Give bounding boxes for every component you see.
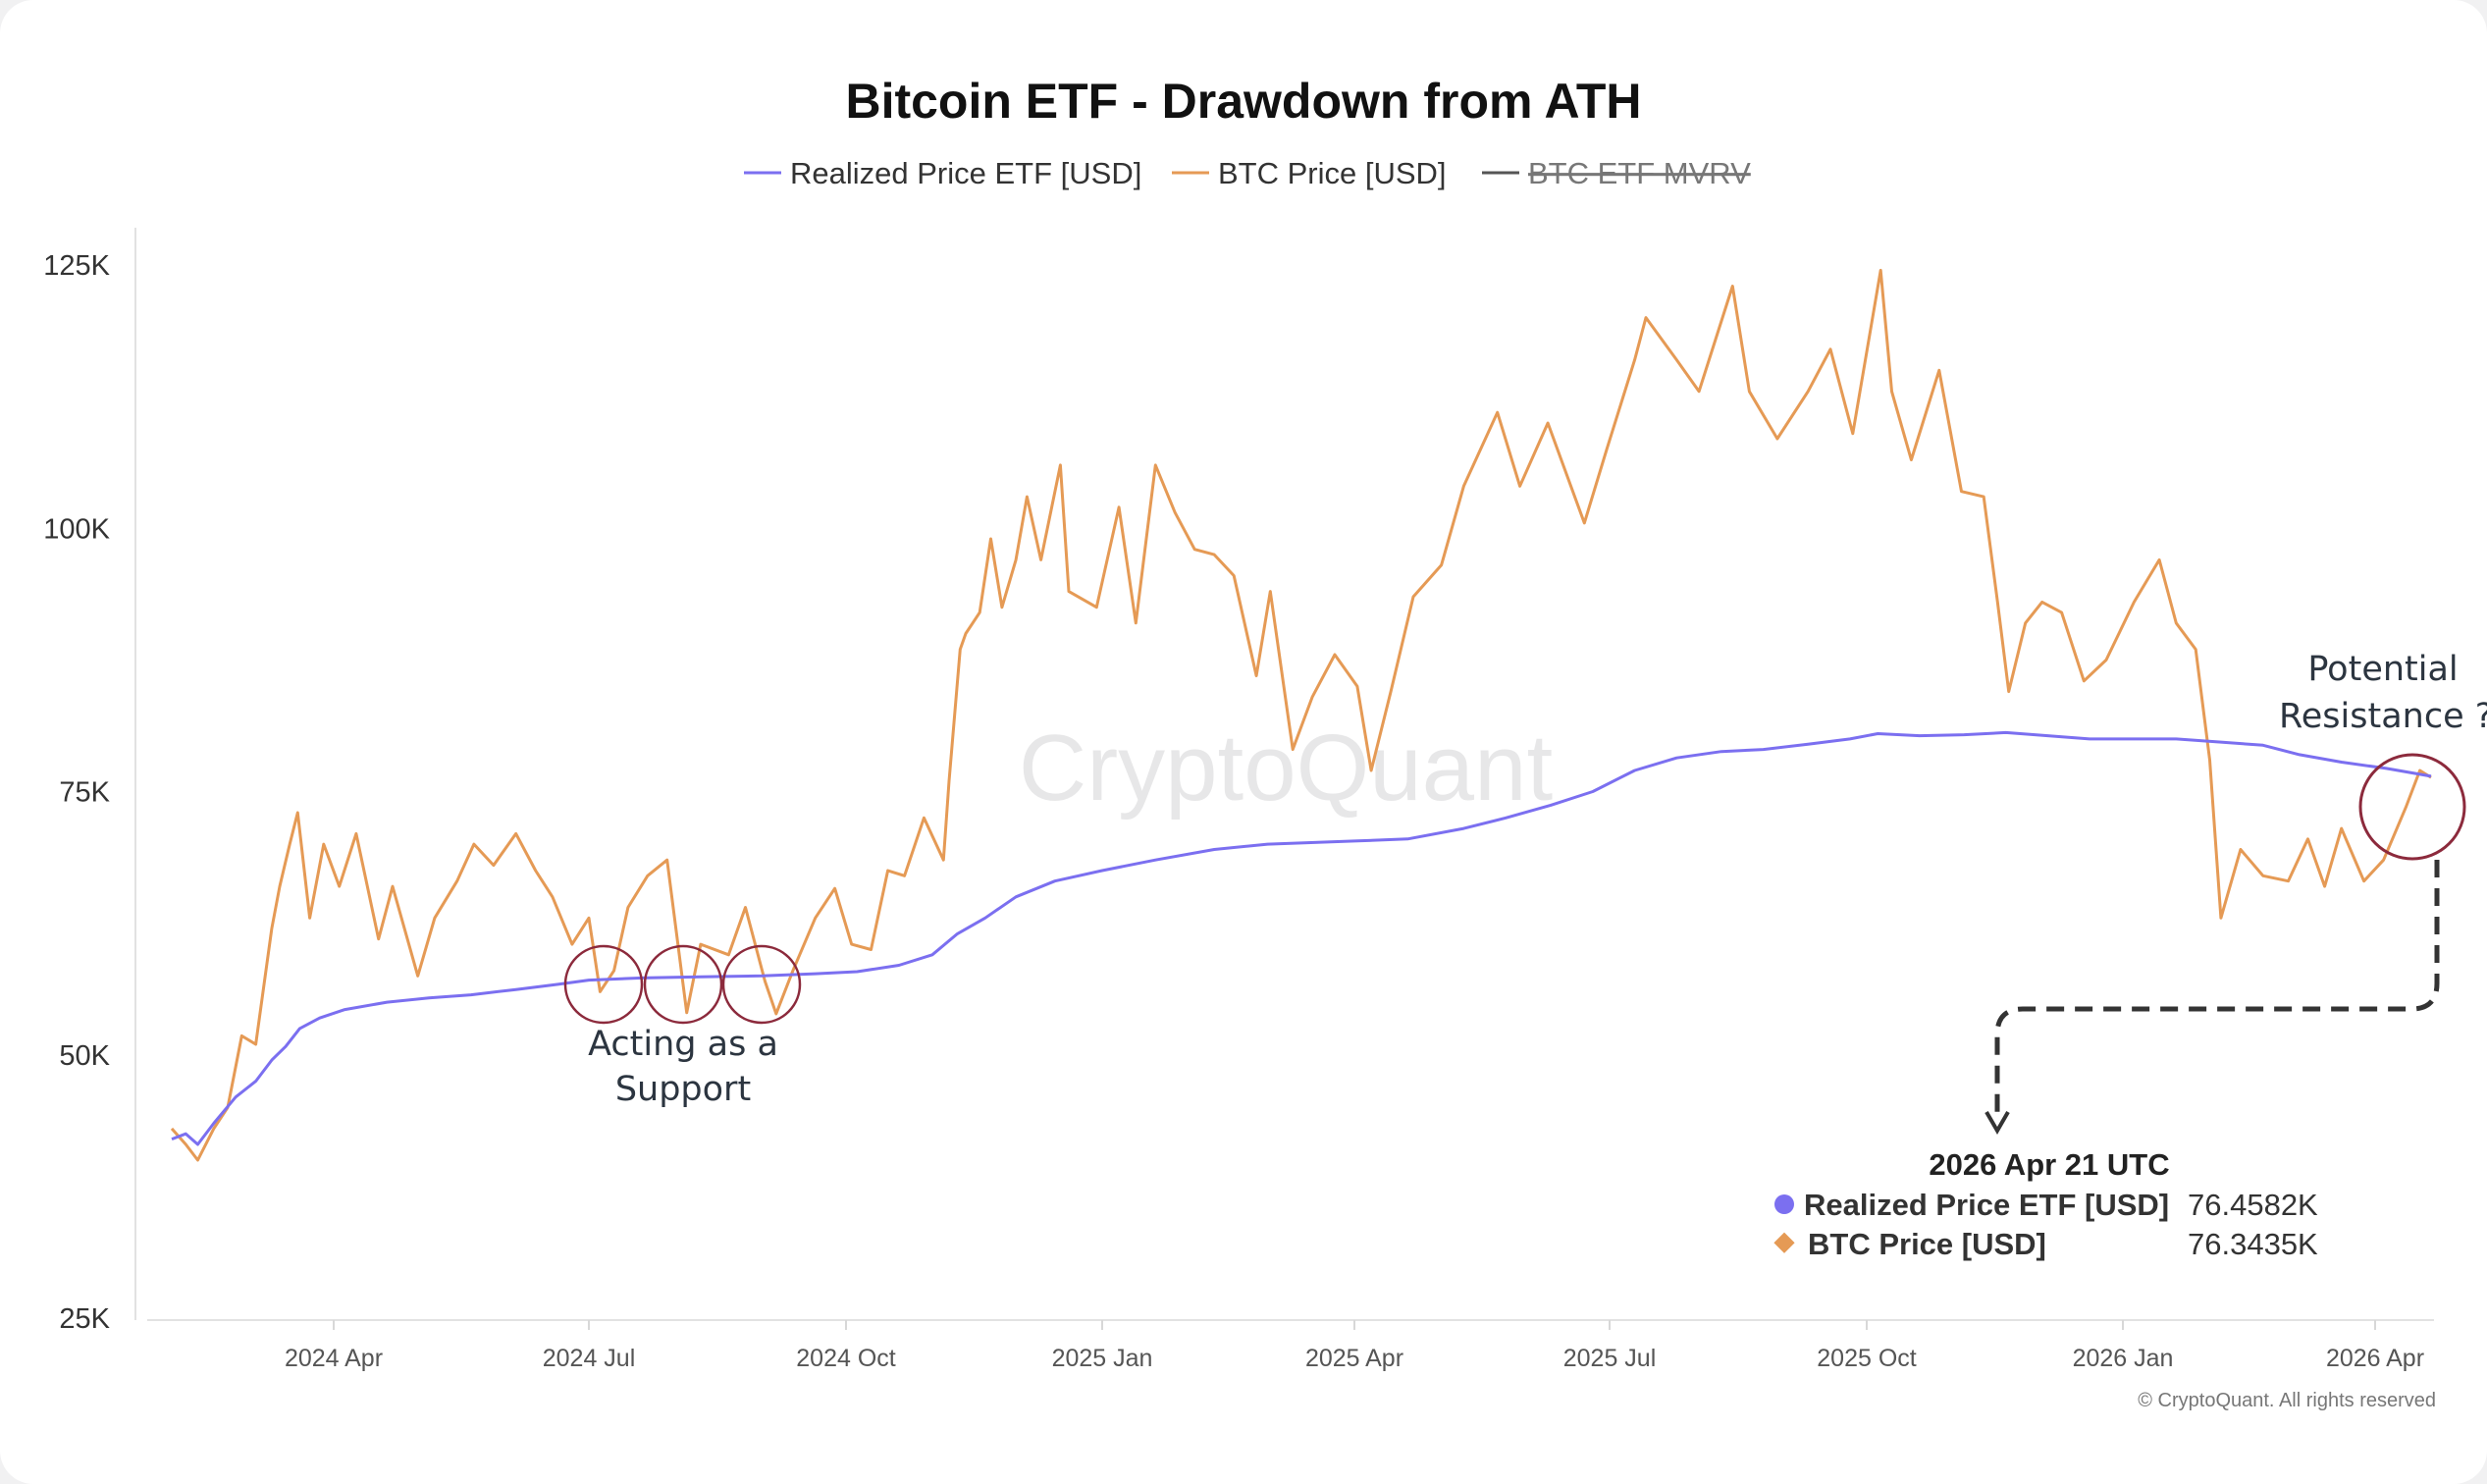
x-tick-label: 2025 Jan — [1052, 1345, 1153, 1372]
support-circle-1 — [563, 944, 644, 1025]
legend: Realized Price ETF [USD] BTC Price [USD]… — [744, 156, 1751, 190]
y-tick-label: 100K — [43, 513, 110, 545]
y-tick-label: 25K — [59, 1303, 110, 1335]
watermark: CryptoQuant — [1019, 716, 1553, 821]
tooltip-value-btc: 76.3435K — [2188, 1227, 2318, 1261]
chart-title: Bitcoin ETF - Drawdown from ATH — [845, 74, 1641, 129]
tooltip: 2026 Apr 21 UTC Realized Price ETF [USD]… — [1773, 1147, 2318, 1261]
legend-label-realized: Realized Price ETF [USD] — [790, 156, 1141, 190]
series-line-realized-price — [171, 730, 2432, 1146]
support-annotation: Acting as a Support — [563, 944, 802, 1109]
x-tick-label: 2024 Apr — [285, 1345, 383, 1372]
legend-label-mvrv: BTC ETF MVRV — [1528, 156, 1751, 190]
resistance-text-line1: Potential — [2307, 650, 2458, 689]
y-ticks: 125K 100K 75K 50K 25K — [43, 250, 110, 1335]
x-tick-label: 2024 Jul — [543, 1345, 636, 1372]
support-circle-2 — [643, 944, 723, 1025]
y-tick-label: 125K — [43, 250, 110, 282]
support-circle-3 — [721, 944, 802, 1025]
resistance-text-line2: Resistance ? — [2279, 697, 2487, 736]
tooltip-date: 2026 Apr 21 UTC — [1929, 1147, 2169, 1182]
legend-item-mvrv[interactable]: BTC ETF MVRV — [1482, 156, 1751, 190]
dashed-connector — [1994, 860, 2440, 1114]
legend-item-btc[interactable]: BTC Price [USD] — [1172, 156, 1447, 190]
y-tick-label: 50K — [59, 1040, 110, 1072]
resistance-annotation: Potential Resistance ? — [2279, 650, 2487, 861]
copyright-text: © CryptoQuant. All rights reserved — [2138, 1390, 2436, 1411]
tooltip-marker-realized — [1774, 1194, 1794, 1214]
legend-label-btc: BTC Price [USD] — [1218, 156, 1447, 190]
support-text-line1: Acting as a — [588, 1025, 778, 1064]
x-ticks: 2024 Apr 2024 Jul 2024 Oct 2025 Jan 2025 Apr… — [285, 1320, 2424, 1372]
support-text-line2: Support — [615, 1070, 751, 1109]
x-tick-label: 2025 Apr — [1305, 1345, 1403, 1372]
tooltip-label-realized: Realized Price ETF [USD] — [1804, 1188, 2169, 1222]
tooltip-marker-btc — [1773, 1232, 1795, 1253]
tooltip-label-btc: BTC Price [USD] — [1808, 1227, 2046, 1261]
resistance-circle — [2358, 753, 2466, 861]
x-tick-label: 2026 Apr — [2326, 1345, 2424, 1372]
x-tick-label: 2024 Oct — [796, 1345, 896, 1372]
x-tick-label: 2025 Oct — [1817, 1345, 1917, 1372]
x-tick-label: 2025 Jul — [1563, 1345, 1657, 1372]
y-tick-label: 75K — [59, 777, 110, 809]
dashed-connector-arrowhead — [1984, 1110, 2010, 1135]
series-line-btc-price — [170, 268, 2432, 1162]
tooltip-value-realized: 76.4582K — [2188, 1188, 2318, 1222]
x-tick-label: 2026 Jan — [2073, 1345, 2174, 1372]
legend-item-realized[interactable]: Realized Price ETF [USD] — [744, 156, 1141, 190]
